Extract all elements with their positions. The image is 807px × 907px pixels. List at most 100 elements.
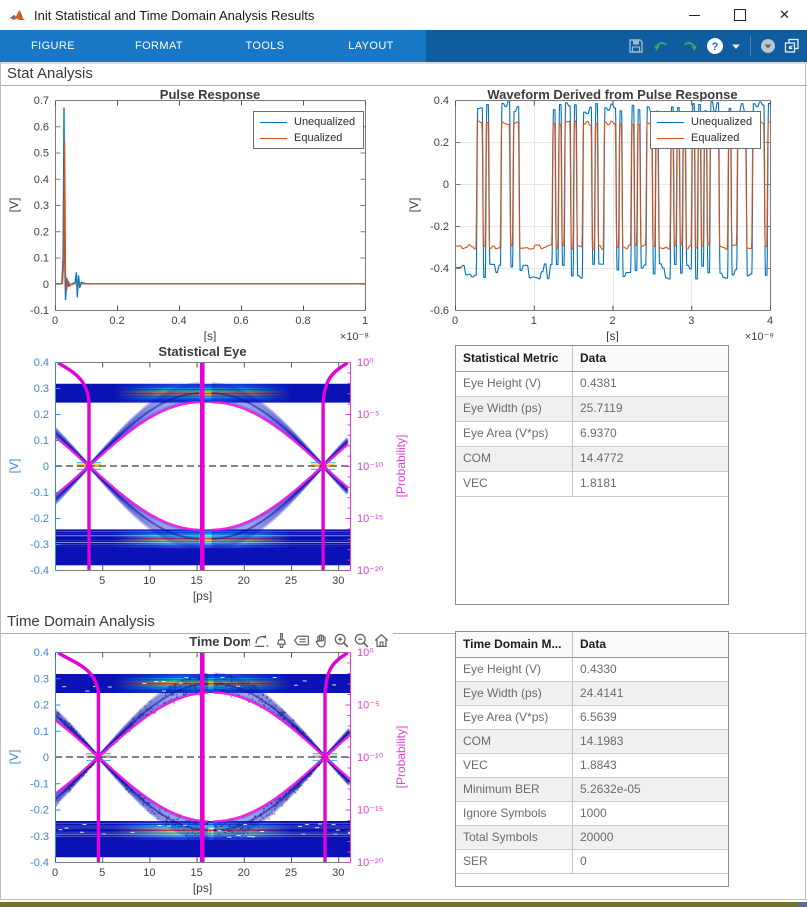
tab-format[interactable]: FORMAT bbox=[134, 40, 184, 52]
table-row[interactable]: SER 0 bbox=[456, 850, 728, 874]
unequalized-line-swatch bbox=[260, 121, 287, 123]
table-header-row: Time Domain M... Data bbox=[456, 632, 728, 658]
table-metric-cell[interactable]: Eye Width (ps) bbox=[456, 397, 573, 421]
table-value-cell[interactable]: 25.7119 bbox=[580, 401, 623, 415]
table-header-cell: Time Domain M... bbox=[456, 632, 573, 657]
equalized-line-swatch bbox=[657, 137, 684, 139]
panel-border-left bbox=[0, 62, 1, 900]
table-value-cell[interactable]: 5.2632e-05 bbox=[580, 782, 641, 796]
table-row[interactable]: Eye Area (V*ps) 6.5639 bbox=[456, 706, 728, 730]
window-corner bbox=[798, 902, 807, 907]
table-value-cell[interactable]: 0.4381 bbox=[580, 376, 617, 390]
tab-layout[interactable]: LAYOUT bbox=[348, 40, 394, 52]
table-metric-cell[interactable]: Eye Area (V*ps) bbox=[456, 422, 573, 446]
unequalized-line-swatch bbox=[657, 121, 684, 123]
window-title: Init Statistical and Time Domain Analysi… bbox=[34, 7, 315, 23]
table-metric-cell[interactable]: Eye Height (V) bbox=[456, 658, 573, 681]
stat-section-rule bbox=[0, 85, 807, 86]
undo-icon[interactable] bbox=[652, 37, 672, 55]
table-value-cell[interactable]: 14.1983 bbox=[580, 734, 624, 748]
table-metric-cell[interactable]: COM bbox=[456, 447, 573, 471]
time-domain-section-title: Time Domain Analysis bbox=[7, 613, 155, 630]
close-icon: ✕ bbox=[779, 7, 790, 22]
table-value-cell[interactable]: 0.4330 bbox=[580, 662, 617, 676]
statistical-eye-plot[interactable] bbox=[0, 346, 440, 612]
redo-icon[interactable] bbox=[679, 37, 699, 55]
statistical-metric-table[interactable]: Statistical Metric Data Eye Height (V) 0.43… bbox=[455, 345, 729, 605]
table-value-cell[interactable]: 1.8843 bbox=[580, 758, 617, 772]
table-metric-cell[interactable]: COM bbox=[456, 730, 573, 753]
quick-access-toolbar: ? bbox=[627, 30, 801, 62]
panel-border-right bbox=[805, 62, 806, 900]
table-row[interactable]: Eye Height (V) 0.4381 bbox=[456, 372, 728, 397]
table-value-cell[interactable]: 1000 bbox=[580, 806, 607, 820]
ribbon-toolstrip: FIGURE FORMAT TOOLS LAYOUT ? bbox=[0, 30, 807, 62]
table-value-cell[interactable]: 6.5639 bbox=[580, 710, 617, 724]
table-row[interactable]: COM 14.1983 bbox=[456, 730, 728, 754]
equalized-line-swatch bbox=[260, 137, 287, 139]
close-button[interactable]: ✕ bbox=[762, 0, 807, 30]
table-row[interactable]: Minimum BER 5.2632e-05 bbox=[456, 778, 728, 802]
table-value-cell[interactable]: 14.4772 bbox=[580, 451, 624, 465]
table-metric-cell[interactable]: Eye Height (V) bbox=[456, 372, 573, 396]
waveform-legend[interactable]: Unequalized Equalized bbox=[650, 111, 762, 149]
table-row[interactable]: Eye Width (ps) 24.4141 bbox=[456, 682, 728, 706]
minimize-button[interactable] bbox=[672, 0, 717, 30]
table-value-cell[interactable]: 20000 bbox=[580, 830, 614, 844]
legend-item-unequalized[interactable]: Unequalized bbox=[657, 116, 752, 128]
table-metric-cell[interactable]: SER bbox=[456, 850, 573, 873]
legend-label: Equalized bbox=[294, 132, 343, 144]
ribbon-tab-bar: FIGURE FORMAT TOOLS LAYOUT bbox=[0, 30, 426, 62]
table-row[interactable]: Ignore Symbols 1000 bbox=[456, 802, 728, 826]
time-domain-eye-plot[interactable] bbox=[0, 640, 440, 902]
table-metric-cell[interactable]: Eye Width (ps) bbox=[456, 682, 573, 705]
pan-icon[interactable] bbox=[313, 632, 330, 649]
table-metric-cell[interactable]: Ignore Symbols bbox=[456, 802, 573, 825]
table-row[interactable]: Eye Width (ps) 25.7119 bbox=[456, 397, 728, 422]
time-domain-metric-table[interactable]: Time Domain M... Data Eye Height (V) 0.4330… bbox=[455, 631, 729, 887]
save-icon[interactable] bbox=[627, 37, 645, 55]
stat-analysis-section-title: Stat Analysis bbox=[7, 65, 93, 82]
table-row[interactable]: VEC 1.8181 bbox=[456, 472, 728, 497]
table-value-cell[interactable]: 0 bbox=[580, 854, 587, 868]
legend-item-equalized[interactable]: Equalized bbox=[657, 132, 752, 144]
table-row[interactable]: Eye Area (V*ps) 6.9370 bbox=[456, 422, 728, 447]
table-header-cell: Statistical Metric bbox=[456, 346, 573, 371]
tab-tools[interactable]: TOOLS bbox=[245, 40, 285, 52]
dock-figure-icon[interactable] bbox=[783, 37, 801, 55]
panel-border-bottom bbox=[0, 899, 807, 900]
matlab-app-icon bbox=[9, 6, 26, 24]
legend-label: Equalized bbox=[691, 132, 740, 144]
tab-figure[interactable]: FIGURE bbox=[31, 40, 75, 52]
table-metric-cell[interactable]: VEC bbox=[456, 754, 573, 777]
table-metric-cell[interactable]: VEC bbox=[456, 472, 573, 496]
maximize-button[interactable] bbox=[717, 0, 762, 30]
table-row[interactable]: VEC 1.8843 bbox=[456, 754, 728, 778]
table-row[interactable]: COM 14.4772 bbox=[456, 447, 728, 472]
toolbar-separator bbox=[750, 36, 751, 56]
table-row[interactable]: Eye Height (V) 0.4330 bbox=[456, 658, 728, 682]
table-value-cell[interactable]: 1.8181 bbox=[580, 476, 617, 490]
ribbon-underline bbox=[0, 62, 807, 64]
maximize-icon bbox=[733, 9, 746, 21]
pulse-legend[interactable]: Unequalized Equalized bbox=[253, 111, 365, 149]
table-row[interactable]: Total Symbols 20000 bbox=[456, 826, 728, 850]
svg-text:?: ? bbox=[712, 41, 719, 53]
help-icon[interactable]: ? bbox=[706, 37, 724, 55]
table-metric-cell[interactable]: Total Symbols bbox=[456, 826, 573, 849]
table-value-cell[interactable]: 24.4141 bbox=[580, 686, 624, 700]
table-metric-cell[interactable]: Eye Area (V*ps) bbox=[456, 706, 573, 729]
help-dropdown-icon[interactable] bbox=[731, 37, 741, 55]
legend-label: Unequalized bbox=[691, 116, 753, 128]
table-header-row: Statistical Metric Data bbox=[456, 346, 728, 372]
legend-label: Unequalized bbox=[294, 116, 356, 128]
legend-item-equalized[interactable]: Equalized bbox=[260, 132, 355, 144]
titlebar: Init Statistical and Time Domain Analysi… bbox=[0, 0, 807, 30]
table-value-cell[interactable]: 6.9370 bbox=[580, 426, 617, 440]
table-metric-cell[interactable]: Minimum BER bbox=[456, 778, 573, 801]
window-bottom-edge bbox=[0, 902, 807, 907]
toolstrip-options-icon[interactable] bbox=[760, 37, 776, 55]
legend-item-unequalized[interactable]: Unequalized bbox=[260, 116, 355, 128]
table-header-cell: Data bbox=[580, 637, 607, 651]
